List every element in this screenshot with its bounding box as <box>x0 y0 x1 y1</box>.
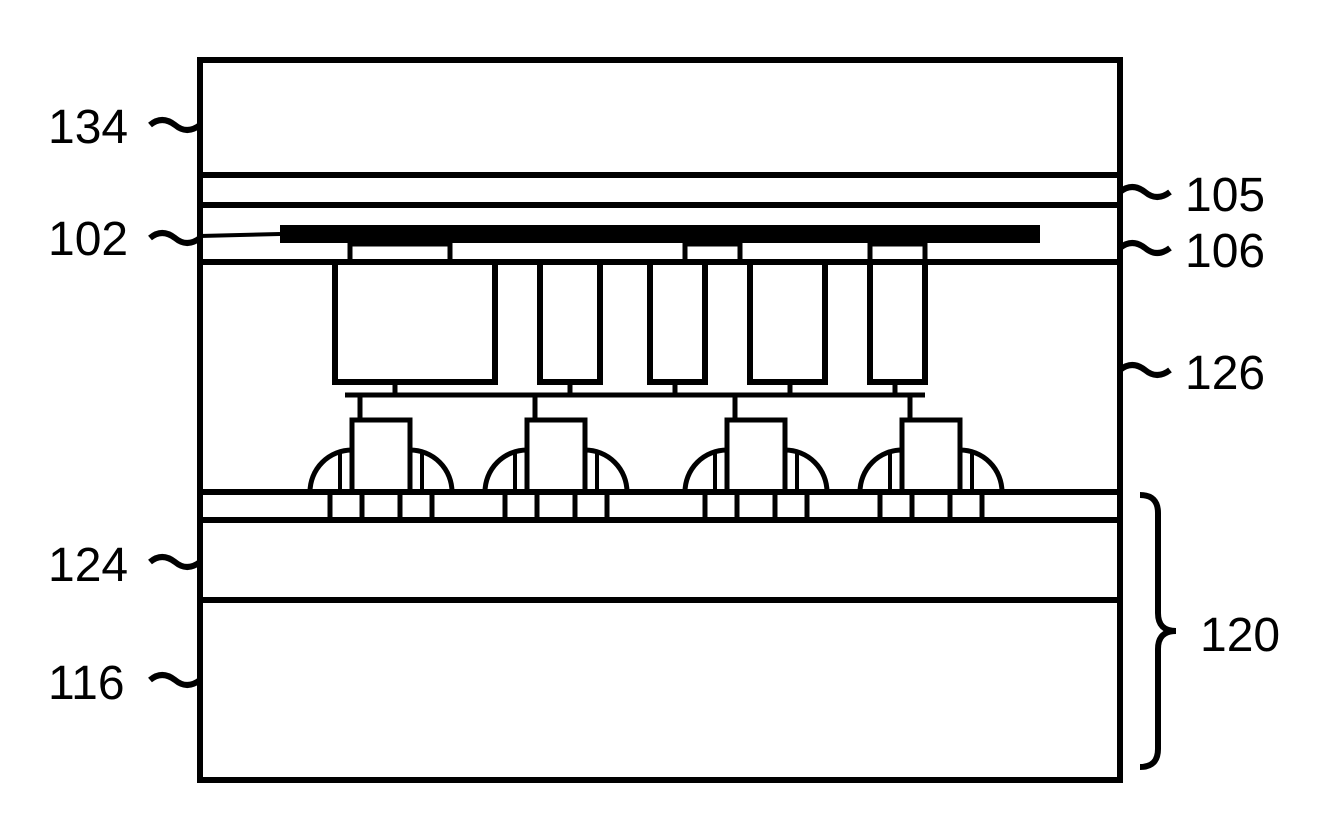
diagram-container: 134 102 124 116 105 106 126 120 <box>0 0 1319 820</box>
leader-105 <box>1120 187 1170 197</box>
leader-124 <box>150 557 200 567</box>
cross-section-svg <box>0 0 1319 820</box>
via-box-1 <box>335 262 495 382</box>
brace-120 <box>1140 495 1176 767</box>
label-105: 105 <box>1185 168 1265 223</box>
leader-106 <box>1120 243 1170 253</box>
transistor-3 <box>685 420 827 520</box>
label-126: 126 <box>1185 346 1265 401</box>
label-116: 116 <box>48 656 125 711</box>
label-124: 124 <box>48 538 128 593</box>
leader-116 <box>150 675 200 685</box>
via-box-3 <box>650 262 705 382</box>
black-bar-102 <box>280 225 1040 243</box>
outer-border <box>200 60 1120 780</box>
label-120: 120 <box>1200 608 1280 663</box>
label-102: 102 <box>48 212 128 267</box>
transistor-4 <box>860 420 1002 520</box>
leader-134 <box>150 120 200 130</box>
via-box-2 <box>540 262 600 382</box>
label-134: 134 <box>48 100 128 155</box>
leader-126 <box>1120 365 1170 375</box>
via-box-4 <box>750 262 825 382</box>
via-box-5 <box>870 262 925 382</box>
leader-102 <box>150 233 200 243</box>
transistor-1 <box>310 420 452 520</box>
label-106: 106 <box>1185 224 1265 279</box>
transistor-2 <box>485 420 627 520</box>
